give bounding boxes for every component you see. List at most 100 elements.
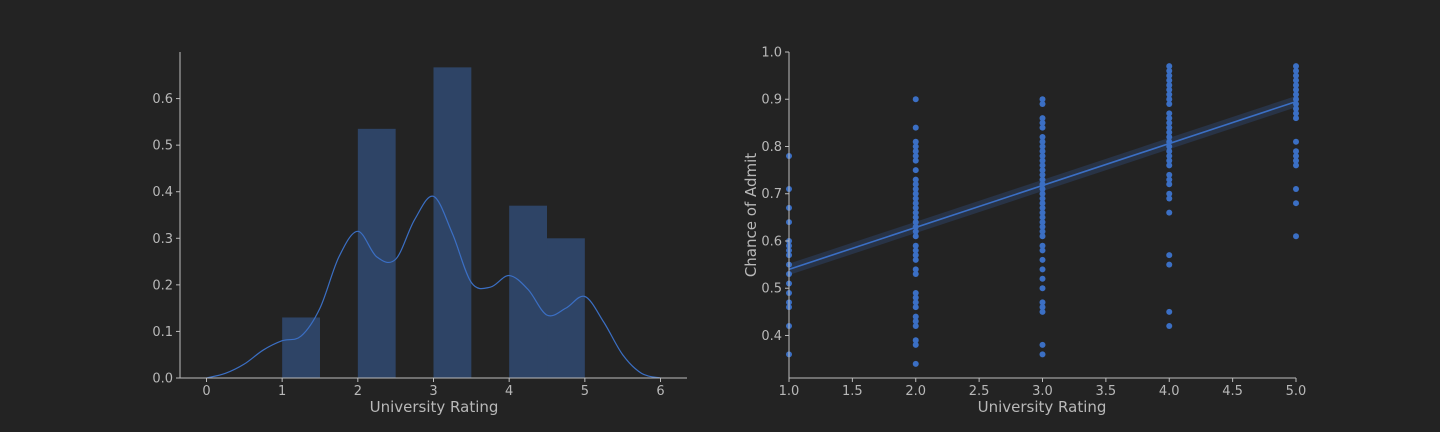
scatter-point: [912, 266, 919, 273]
scatter-point: [912, 209, 919, 216]
scatter-point: [1039, 96, 1046, 103]
scatter-point: [912, 289, 919, 296]
scatter-point: [1166, 209, 1173, 216]
scatter-point: [1293, 96, 1299, 103]
scatter-point: [912, 242, 919, 249]
scatter-point: [912, 143, 919, 150]
scatter-point: [1166, 134, 1173, 141]
scatter-point: [1039, 186, 1046, 193]
x-tick-label: 2: [354, 384, 362, 399]
scatter-point: [1166, 171, 1173, 178]
scatter-point: [1293, 67, 1299, 74]
scatter-point: [1039, 157, 1046, 164]
scatter-point: [1293, 110, 1299, 117]
scatter-point: [1039, 148, 1046, 155]
x-ticks: 1.0 1.5 2.0 2.5 3.0 3.5 4.0 4.5 5.0: [779, 378, 1306, 399]
scatter-point: [912, 195, 919, 202]
scatter-point: [1039, 162, 1046, 169]
scatter-point: [1166, 63, 1173, 70]
scatter-point: [1039, 134, 1046, 141]
y-tick-label: 0.5: [152, 139, 173, 154]
scatter-point: [1039, 176, 1046, 183]
scatter-point: [1039, 247, 1046, 254]
histogram-bar: [433, 67, 472, 379]
scatter-point: [1293, 82, 1299, 89]
y-tick-label: 0.2: [152, 278, 173, 293]
x-tick-label: 2.0: [905, 384, 926, 399]
scatter-point: [1039, 152, 1046, 159]
scatter-point: [912, 233, 919, 240]
y-tick-label: 0.8: [761, 140, 782, 155]
x-tick-label: 1.5: [842, 384, 863, 399]
scatter-point: [1293, 86, 1299, 93]
scatter-point: [1293, 91, 1299, 98]
scatter-point: [1166, 176, 1173, 183]
scatter-point: [1293, 115, 1299, 122]
scatter-point: [1166, 119, 1173, 126]
scatter-point: [1293, 138, 1299, 145]
scatter-point: [1293, 233, 1299, 240]
scatter-point: [1166, 323, 1173, 330]
scatter-point: [1166, 162, 1173, 169]
scatter-point: [1039, 223, 1046, 230]
scatter-point: [1039, 285, 1046, 292]
scatter-point: [912, 219, 919, 226]
scatter-point: [1166, 308, 1173, 315]
x-ticks: 0 1 2 3 4 5 6: [202, 378, 665, 399]
scatter-point: [1166, 148, 1173, 155]
scatter-point: [1293, 63, 1299, 70]
scatter-point: [1039, 190, 1046, 197]
scatter-point: [912, 181, 919, 188]
scatter-point: [1166, 77, 1173, 84]
scatter-point: [1039, 200, 1046, 207]
scatter-point: [912, 294, 919, 301]
x-axis-label: University Rating: [978, 398, 1107, 416]
y-tick-label: 0.9: [761, 93, 782, 108]
y-tick-label: 0.5: [761, 282, 782, 297]
x-tick-label: 4: [505, 384, 513, 399]
scatter-point: [1166, 181, 1173, 188]
scatter-point: [1293, 186, 1299, 193]
scatter-point: [1039, 119, 1046, 126]
scatter-point: [912, 152, 919, 159]
scatter-point: [912, 157, 919, 164]
x-tick-label: 3: [429, 384, 437, 399]
y-tick-label: 0.4: [761, 329, 782, 344]
y-tick-label: 0.0: [152, 372, 173, 387]
x-axis-label: University Rating: [370, 398, 499, 416]
x-tick-label: 4.5: [1222, 384, 1243, 399]
x-tick-label: 6: [656, 384, 664, 399]
y-ticks: 0.0 0.1 0.2 0.3 0.4 0.5 0.6: [152, 92, 180, 387]
scatter-point: [1039, 167, 1046, 174]
scatter-regression-chart: 1.0 1.5 2.0 2.5 3.0 3.5 4.0 4.5 5.0 0.4 0.5 0.6 0.7…: [742, 46, 1306, 417]
scatter-point: [1293, 72, 1299, 79]
x-tick-label: 3.5: [1096, 384, 1117, 399]
scatter-point: [912, 228, 919, 235]
histogram-bar: [357, 128, 396, 378]
scatter-point: [1293, 105, 1299, 112]
scatter-points: [786, 63, 1299, 367]
scatter-point: [1039, 209, 1046, 216]
x-tick-label: 5: [581, 384, 589, 399]
scatter-point: [912, 313, 919, 320]
scatter-point: [1166, 261, 1173, 268]
scatter-point: [912, 176, 919, 183]
scatter-point: [1166, 190, 1173, 197]
scatter-point: [1293, 157, 1299, 164]
scatter-point: [1039, 214, 1046, 221]
scatter-point: [1039, 138, 1046, 145]
scatter-point: [1166, 110, 1173, 117]
scatter-point: [1039, 219, 1046, 226]
scatter-point: [912, 323, 919, 330]
scatter-point: [1039, 228, 1046, 235]
y-tick-label: 0.6: [761, 234, 782, 249]
y-ticks: 0.4 0.5 0.6 0.7 0.8 0.9 1.0: [761, 46, 789, 344]
scatter-point: [1166, 82, 1173, 89]
scatter-point: [912, 214, 919, 221]
scatter-point: [1166, 72, 1173, 79]
y-tick-label: 1.0: [761, 46, 782, 61]
scatter-point: [912, 138, 919, 145]
scatter-point: [1039, 242, 1046, 249]
scatter-point: [1293, 152, 1299, 159]
